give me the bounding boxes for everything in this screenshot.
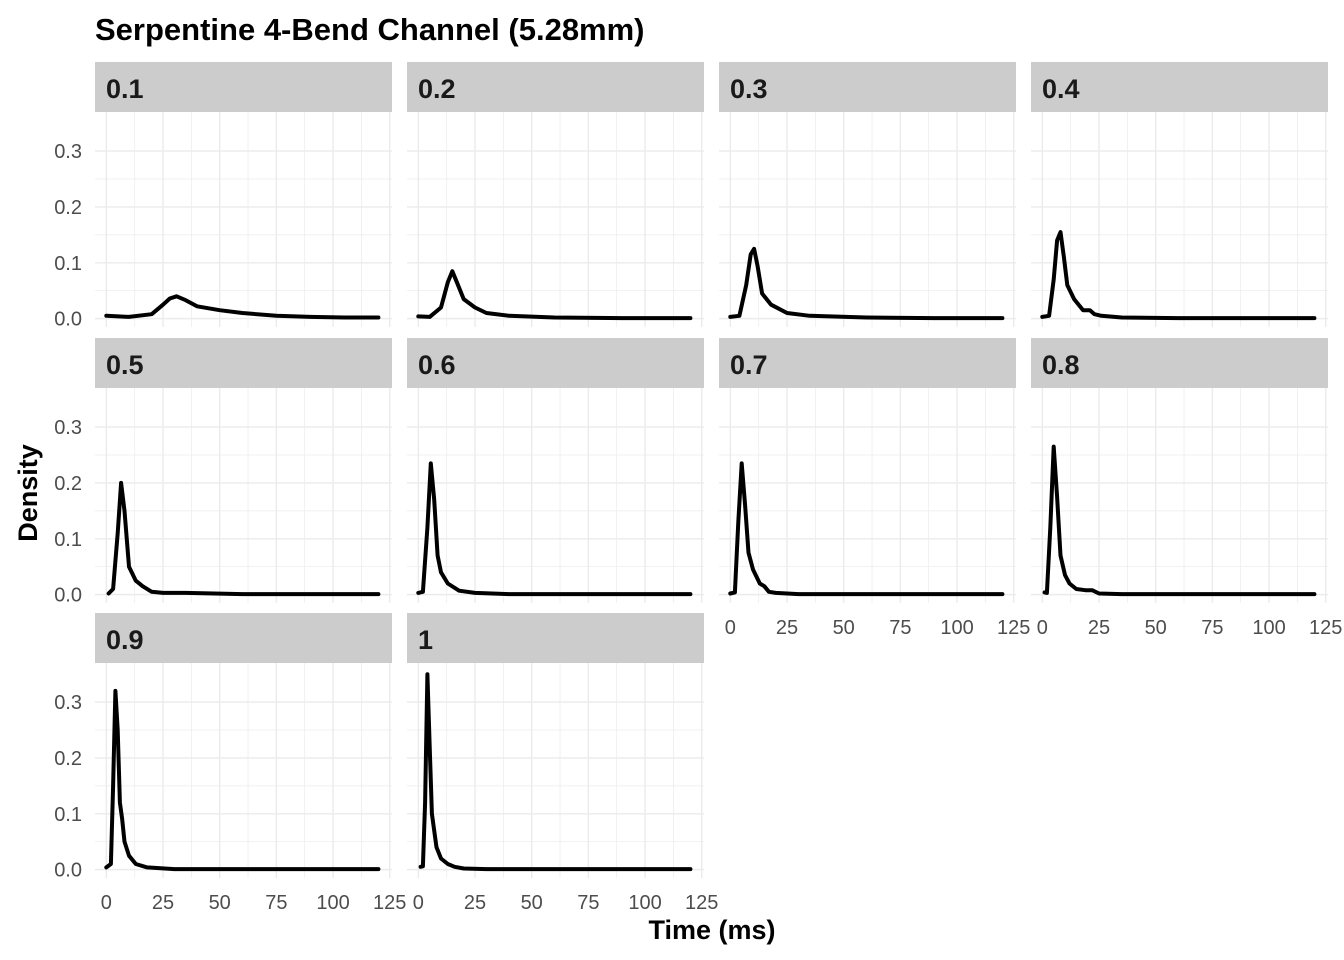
facet-panel: 0.6 (407, 338, 704, 603)
y-tick-label: 0.2 (54, 748, 82, 770)
facet-panel: 0.3 (719, 62, 1016, 327)
x-tick-label: 25 (1088, 617, 1110, 639)
x-tick-label: 25 (152, 892, 174, 914)
x-tick-label: 50 (209, 892, 231, 914)
x-tick-label: 75 (1201, 617, 1223, 639)
density-curve (418, 672, 693, 872)
x-tick-label: 125 (1309, 617, 1342, 639)
x-tick-label: 125 (373, 892, 406, 914)
y-tick-label: 0.3 (54, 692, 82, 714)
facet-panel: 1 0 25 50 75 100 125 (407, 613, 718, 914)
facet-panel: 0.9 0.0 0.1 0.2 0.3 0 25 50 75 100 125 (54, 613, 406, 914)
x-tick-label: 100 (940, 617, 973, 639)
x-tick-label: 75 (577, 892, 599, 914)
chart-title: Serpentine 4-Bend Channel (5.28mm) (95, 12, 645, 47)
x-tick-label: 25 (464, 892, 486, 914)
facet-strip (407, 338, 704, 388)
x-tick-label: 100 (1252, 617, 1285, 639)
density-curve (106, 480, 381, 597)
facet-panel: 0.4 (1031, 62, 1328, 327)
x-axis-title: Time (ms) (648, 915, 775, 945)
density-curve (416, 461, 693, 597)
facet-panel: 0.1 0.0 0.1 0.2 0.3 (54, 62, 392, 331)
facet-strip-label: 0.6 (418, 350, 456, 380)
facet-strip-label: 0.9 (106, 625, 144, 655)
facet-panels: 0.10.00.10.20.30.2 0.3 0.40.50.00.10.20.30… (54, 62, 1342, 914)
facet-panel: 0.2 (407, 62, 704, 327)
facet-strip (407, 613, 704, 663)
x-tick-label: 75 (889, 617, 911, 639)
x-tick-label: 50 (833, 617, 855, 639)
facet-strip (95, 613, 392, 663)
y-tick-label: 0.1 (54, 529, 82, 551)
facet-strip (407, 62, 704, 112)
x-tick-label: 100 (316, 892, 349, 914)
density-curve (104, 294, 381, 320)
y-tick-label: 0.3 (54, 417, 82, 439)
x-tick-label: 0 (101, 892, 112, 914)
density-curve (728, 246, 1005, 321)
density-curve (104, 688, 381, 872)
facet-strip-label: 0.5 (106, 350, 144, 380)
y-axis-title: Density (13, 444, 43, 542)
x-tick-label: 0 (725, 617, 736, 639)
x-tick-label: 125 (685, 892, 718, 914)
density-curve (1040, 230, 1317, 321)
y-tick-label: 0.0 (54, 860, 82, 882)
y-tick-label: 0.3 (54, 141, 82, 163)
x-tick-label: 75 (265, 892, 287, 914)
facet-panel: 0.8 0 25 50 75 100 125 (1031, 338, 1342, 639)
x-tick-label: 50 (1145, 617, 1167, 639)
facet-strip (95, 338, 392, 388)
y-tick-label: 0.2 (54, 197, 82, 219)
facet-strip-label: 0.2 (418, 74, 456, 104)
facet-strip-label: 0.1 (106, 74, 144, 104)
facet-strip (1031, 338, 1328, 388)
facet-strip (719, 338, 1016, 388)
y-tick-label: 0.0 (54, 309, 82, 331)
facet-panel: 0.5 0.0 0.1 0.2 0.3 (54, 338, 392, 607)
y-tick-label: 0.2 (54, 473, 82, 495)
x-tick-label: 50 (521, 892, 543, 914)
facet-strip (95, 62, 392, 112)
facet-strip-label: 0.8 (1042, 350, 1080, 380)
facet-strip (719, 62, 1016, 112)
density-curve (416, 269, 693, 321)
y-tick-label: 0.1 (54, 804, 82, 826)
y-tick-label: 0.0 (54, 585, 82, 607)
facet-strip-label: 1 (418, 625, 433, 655)
facet-strip-label: 0.4 (1042, 74, 1080, 104)
facet-strip (1031, 62, 1328, 112)
y-tick-label: 0.1 (54, 253, 82, 275)
facet-strip-label: 0.7 (730, 350, 768, 380)
x-tick-label: 25 (776, 617, 798, 639)
x-tick-label: 0 (413, 892, 424, 914)
density-curve (1042, 444, 1317, 597)
x-tick-label: 0 (1037, 617, 1048, 639)
x-tick-label: 125 (997, 617, 1030, 639)
density-curve (728, 461, 1005, 597)
facet-panel: 0.7 0 25 50 75 100 125 (719, 338, 1030, 639)
facet-strip-label: 0.3 (730, 74, 768, 104)
x-tick-label: 100 (628, 892, 661, 914)
